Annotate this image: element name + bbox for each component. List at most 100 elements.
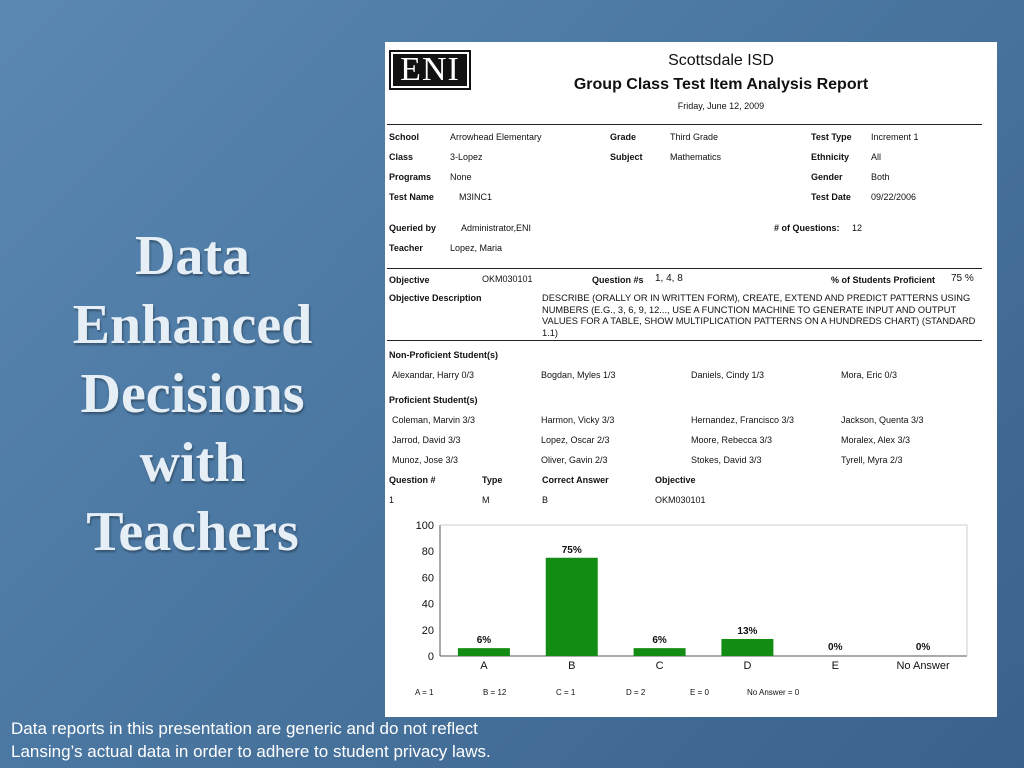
bar-value-label: 6% <box>477 635 492 646</box>
bar-value-label: 13% <box>737 626 757 637</box>
subject-value: Mathematics <box>670 152 722 162</box>
non-proficient-heading: Non-Proficient Student(s) <box>389 350 498 360</box>
question-num-header: Question # <box>389 475 436 485</box>
grade-label: Grade <box>610 132 637 142</box>
student-entry: Jackson, Quenta 3/3 <box>841 415 924 425</box>
teacher-value: Lopez, Maria <box>450 243 503 253</box>
class-label: Class <box>389 152 414 162</box>
answer-count: No Answer = 0 <box>747 688 800 697</box>
student-entry: Mora, Eric 0/3 <box>841 370 898 380</box>
correct-answer-cell: B <box>542 495 549 505</box>
ethnicity-label: Ethnicity <box>811 152 850 162</box>
objective-value: OKM030101 <box>482 274 533 284</box>
grade-value: Third Grade <box>670 132 719 142</box>
y-tick-label: 40 <box>422 599 434 611</box>
x-tick-label: A <box>480 660 488 672</box>
objective-label: Objective <box>389 275 430 285</box>
y-tick-label: 20 <box>422 625 434 637</box>
bar-value-label: 0% <box>828 642 843 653</box>
student-entry: Stokes, David 3/3 <box>691 455 762 465</box>
footnote-line: Lansing’s actual data in order to adhere… <box>11 742 491 761</box>
student-entry: Hernandez, Francisco 3/3 <box>691 415 795 425</box>
programs-label: Programs <box>389 172 432 182</box>
bar-value-label: 75% <box>562 545 582 556</box>
teacher-label: Teacher <box>389 243 423 253</box>
correct-answer-header: Correct Answer <box>542 475 609 485</box>
student-entry: Harmon, Vicky 3/3 <box>541 415 615 425</box>
report-title: Group Class Test Item Analysis Report <box>573 76 869 93</box>
objective-desc-label: Objective Description <box>389 293 482 303</box>
bar-value-label: 0% <box>916 642 931 653</box>
privacy-footnote: Data reports in this presentation are ge… <box>11 717 611 763</box>
student-entry: Tyrell, Myra 2/3 <box>841 455 903 465</box>
student-entry: Jarrod, David 3/3 <box>392 435 461 445</box>
y-tick-label: 100 <box>416 520 434 532</box>
question-num-cell: 1 <box>389 495 395 505</box>
eni-logo: ENI <box>389 50 471 90</box>
report-image: ENI Scottsdale ISD Group Class Test Item… <box>385 42 997 717</box>
question-nums-label: Question #s <box>592 275 644 285</box>
divider <box>387 124 982 125</box>
answer-count: B = 12 <box>483 688 507 697</box>
student-entry: Daniels, Cindy 1/3 <box>691 370 765 380</box>
title-line: Data <box>134 225 251 287</box>
test-date-value: 09/22/2006 <box>871 192 917 202</box>
bar <box>457 648 510 656</box>
test-name-label: Test Name <box>389 192 434 202</box>
ethnicity-value: All <box>871 152 882 162</box>
class-value: 3-Lopez <box>450 152 483 162</box>
answer-count: A = 1 <box>415 688 434 697</box>
school-value: Arrowhead Elementary <box>450 132 542 142</box>
y-tick-label: 0 <box>428 651 434 663</box>
test-type-value: Increment 1 <box>871 132 919 142</box>
divider <box>387 340 982 341</box>
title-line: with <box>139 432 246 494</box>
type-cell: M <box>482 495 490 505</box>
test-name-value: M3INC1 <box>459 192 493 202</box>
test-date-label: Test Date <box>811 192 851 202</box>
x-tick-label: D <box>743 660 751 672</box>
x-tick-label: C <box>656 660 664 672</box>
objective-description: DESCRIBE (ORALLY OR IN WRITTEN FORM), CR… <box>542 293 976 338</box>
y-tick-label: 80 <box>422 546 434 558</box>
answer-distribution-chart: 0 20 40 60 80 100 6% A 75% B 6% C 13% D 0% E 0% No Answer <box>416 520 968 672</box>
student-entry: Moore, Rebecca 3/3 <box>691 435 773 445</box>
student-entry: Bogdan, Myles 1/3 <box>541 370 616 380</box>
bar <box>545 557 598 656</box>
title-line: Teachers <box>86 501 299 563</box>
y-tick-label: 60 <box>422 572 434 584</box>
student-entry: Oliver, Gavin 2/3 <box>541 455 608 465</box>
answer-count: E = 0 <box>690 688 709 697</box>
num-questions-value: 12 <box>852 223 863 233</box>
test-type-label: Test Type <box>811 132 852 142</box>
report-date: Friday, June 12, 2009 <box>677 101 765 111</box>
type-header: Type <box>482 475 503 485</box>
district-name: Scottsdale ISD <box>668 52 774 69</box>
gender-value: Both <box>871 172 890 182</box>
answer-count: C = 1 <box>556 688 576 697</box>
question-nums-value: 1, 4, 8 <box>655 273 683 284</box>
x-tick-label: B <box>568 660 575 672</box>
title-line: Enhanced <box>72 294 313 356</box>
objective-header: Objective <box>655 475 696 485</box>
slide-title: Data Enhanced Decisions with Teachers <box>20 222 365 567</box>
objective-cell: OKM030101 <box>655 495 706 505</box>
proficient-pct-value: 75 % <box>951 273 974 284</box>
bar <box>633 648 686 656</box>
school-label: School <box>389 132 420 142</box>
student-entry: Coleman, Marvin 3/3 <box>392 415 476 425</box>
divider <box>387 268 982 269</box>
student-entry: Moralex, Alex 3/3 <box>841 435 911 445</box>
student-entry: Alexandar, Harry 0/3 <box>392 370 475 380</box>
queried-by-label: Queried by <box>389 223 437 233</box>
gender-label: Gender <box>811 172 843 182</box>
subject-label: Subject <box>610 152 643 162</box>
proficient-heading: Proficient Student(s) <box>389 395 478 405</box>
title-line: Decisions <box>80 363 305 425</box>
bar <box>721 638 774 656</box>
bar-value-label: 6% <box>652 635 667 646</box>
queried-by-value: Administrator,ENI <box>461 223 532 233</box>
footnote-line: Data reports in this presentation are ge… <box>11 719 478 738</box>
x-tick-label: E <box>832 660 839 672</box>
student-entry: Munoz, Jose 3/3 <box>392 455 459 465</box>
